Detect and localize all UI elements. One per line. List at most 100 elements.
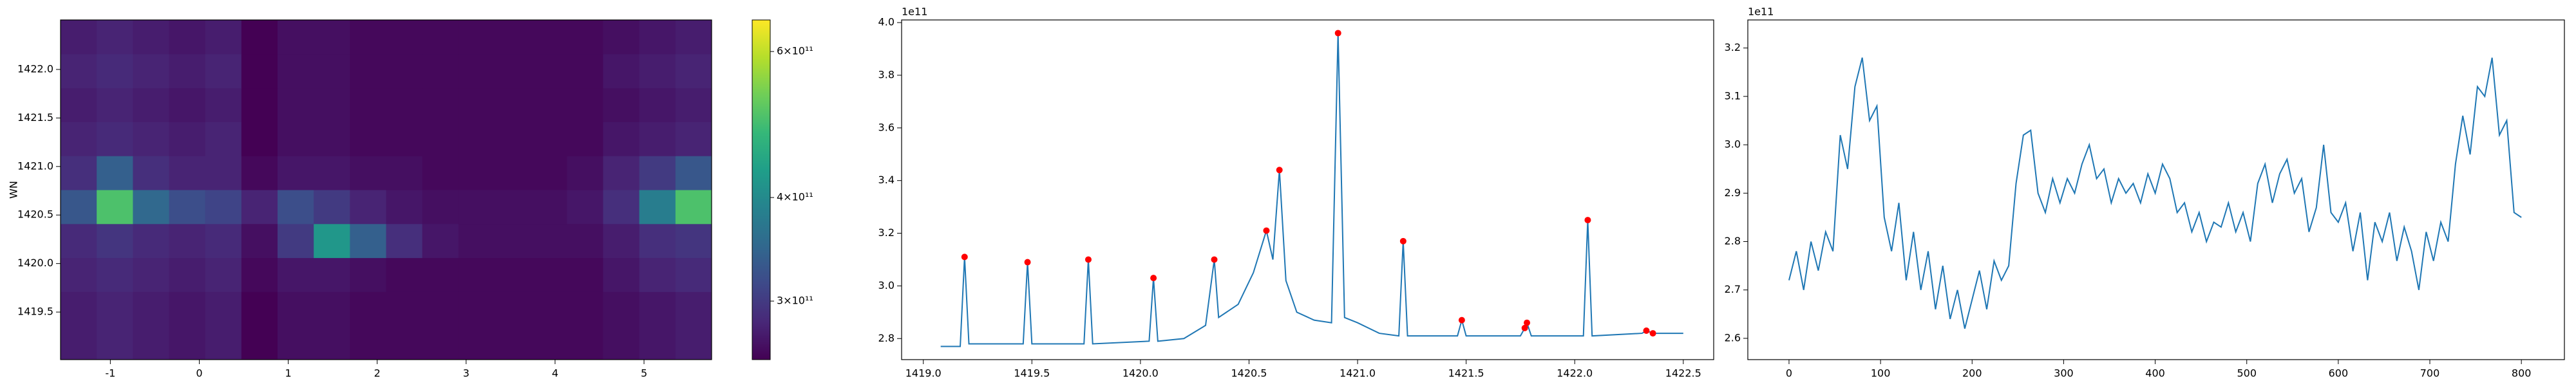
heatmap-cell: [205, 326, 242, 360]
heatmap-cell: [241, 53, 278, 89]
heatmap-cell: [278, 326, 314, 360]
x-tick-label: -1: [105, 367, 115, 380]
heatmap-cell: [386, 156, 423, 190]
heatmap-cell: [422, 53, 459, 89]
heatmap-cell: [205, 223, 242, 259]
heatmap-cell: [169, 190, 206, 225]
heatmap-cell: [314, 20, 350, 55]
heatmap-cell: [495, 122, 531, 156]
y-tick-label: 2.8: [878, 332, 895, 344]
heatmap-cell: [241, 122, 278, 156]
heatmap-cell: [205, 20, 242, 55]
heatmap-cell: [386, 291, 423, 326]
heatmap-cell: [314, 257, 350, 292]
colorbar-tick-label: 6×10¹¹: [777, 45, 813, 57]
heatmap-cell: [639, 122, 676, 156]
peak-marker: [1084, 256, 1092, 263]
y-tick-label: 2.6: [1725, 331, 1741, 344]
heatmap-cell: [675, 156, 712, 190]
heatmap-cell: [567, 122, 603, 156]
heatmap-cell: [422, 291, 459, 326]
heatmap-cell: [567, 223, 603, 259]
y-axis-label: WN: [8, 181, 20, 199]
heatmap-cell: [133, 87, 169, 122]
heatmap-cell: [97, 223, 133, 259]
heatmap-cell: [241, 326, 278, 360]
peak-marker: [1263, 227, 1270, 234]
heatmap-cell: [422, 190, 459, 225]
heatmap-cell: [278, 20, 314, 55]
heatmap-cell: [603, 257, 640, 292]
peak-marker: [961, 253, 968, 261]
heatmap-cell: [205, 190, 242, 225]
x-tick-label: 500: [2237, 367, 2257, 380]
heatmap-cell: [133, 291, 169, 326]
heatmap-cell: [350, 257, 386, 292]
x-tick-label: 1420.0: [1122, 367, 1159, 380]
heatmap-cell: [531, 53, 567, 89]
heatmap-cell: [495, 257, 531, 292]
heatmap-cell: [205, 53, 242, 89]
heatmap-cell: [603, 122, 640, 156]
heatmap-cell: [531, 122, 567, 156]
heatmap-cell: [205, 122, 242, 156]
heatmap-cell: [350, 326, 386, 360]
y-tick-label: 3.0: [878, 279, 895, 291]
heatmap-cell: [97, 257, 133, 292]
heatmap-cell: [314, 156, 350, 190]
heatmap-cell: [422, 326, 459, 360]
heatmap-cell: [422, 87, 459, 122]
heatmap-cell: [567, 326, 603, 360]
heatmap-cell: [458, 223, 495, 259]
heatmap-cell: [97, 156, 133, 190]
heatmap-cell: [133, 257, 169, 292]
heatmap-cell: [422, 122, 459, 156]
heatmap-cell: [314, 122, 350, 156]
heatmap-cell: [61, 257, 97, 292]
y-tick-label: 3.2: [878, 226, 895, 239]
heatmap-cell: [205, 87, 242, 122]
heatmap-cell: [169, 53, 206, 89]
heatmap-cell: [458, 326, 495, 360]
heatmap-cell: [241, 190, 278, 225]
heatmap-cell: [314, 53, 350, 89]
x-tick-label: 1422.0: [1557, 367, 1593, 380]
heatmap-cell: [205, 291, 242, 326]
heatmap-cell: [97, 20, 133, 55]
y-tick-label: 3.1: [1725, 89, 1741, 102]
heatmap-cell: [603, 156, 640, 190]
x-tick-label: 400: [2145, 367, 2165, 380]
heatmap-cell: [675, 122, 712, 156]
axes-frame: [1747, 19, 2565, 360]
heatmap-cell: [97, 190, 133, 225]
heatmap-cell: [603, 20, 640, 55]
heatmap-cell: [531, 87, 567, 122]
heatmap-cell: [350, 223, 386, 259]
x-tick-label: 0: [196, 367, 202, 380]
heatmap-cell: [675, 257, 712, 292]
heatmap-cell: [567, 87, 603, 122]
heatmap-cell: [567, 156, 603, 190]
heatmap-cell: [495, 53, 531, 89]
heatmap-cell: [567, 53, 603, 89]
x-tick-label: 100: [1871, 367, 1891, 380]
heatmap-cell: [169, 326, 206, 360]
y-offset-label: 1e11: [1748, 6, 1774, 18]
y-tick-label: 2.9: [1725, 187, 1741, 199]
x-tick-label: 3: [463, 367, 469, 380]
heatmap-cell: [133, 20, 169, 55]
heatmap-cell: [567, 190, 603, 225]
peak-marker: [1458, 317, 1465, 324]
heatmap-cell: [97, 326, 133, 360]
line-series: [1788, 57, 2522, 329]
heatmap-cell: [61, 87, 97, 122]
heatmap-cell: [495, 190, 531, 225]
x-tick-label: 2: [374, 367, 381, 380]
y-tick-label: 2.7: [1725, 283, 1741, 295]
peak-marker: [1521, 324, 1528, 331]
y-tick-label: 1419.5: [17, 306, 53, 318]
heatmap-cell: [531, 326, 567, 360]
heatmap-cell: [241, 20, 278, 55]
x-tick-label: 800: [2512, 367, 2532, 380]
heatmap-cell: [675, 190, 712, 225]
